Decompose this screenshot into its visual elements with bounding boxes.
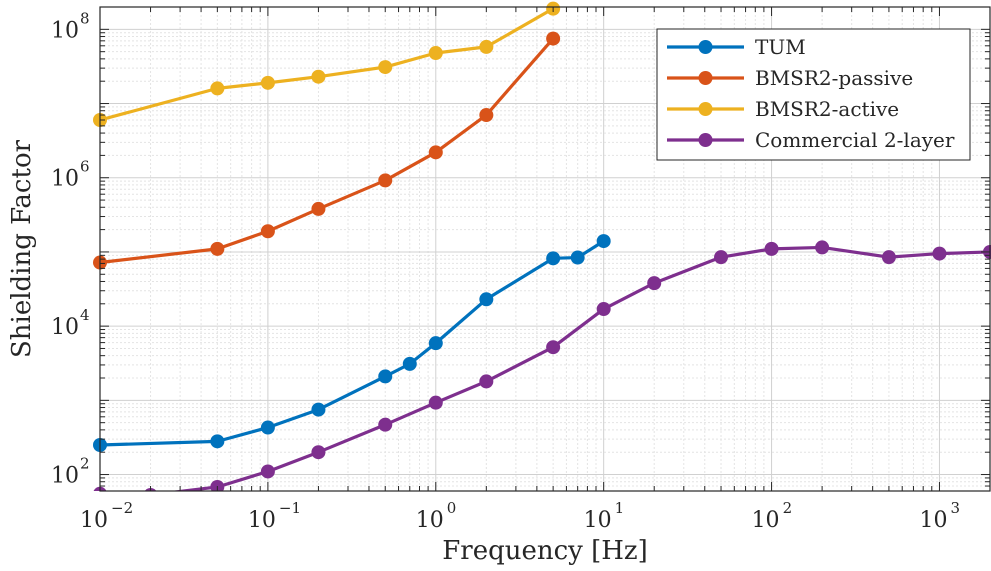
data-point	[479, 108, 493, 122]
x-tick-exponent: 1	[615, 499, 625, 517]
y-tick-label: 10	[51, 18, 79, 43]
data-point	[597, 234, 611, 248]
data-point	[882, 250, 896, 264]
data-point	[261, 421, 275, 435]
data-point	[546, 340, 560, 354]
data-point	[429, 396, 443, 410]
x-tick-exponent: 0	[447, 499, 457, 517]
data-point	[429, 336, 443, 350]
data-point	[378, 60, 392, 74]
data-point	[378, 418, 392, 432]
data-point	[546, 251, 560, 265]
data-point	[429, 145, 443, 159]
legend-swatch-marker	[699, 133, 713, 147]
data-point	[311, 202, 325, 216]
y-tick-label: 10	[51, 464, 79, 489]
data-point	[403, 357, 417, 371]
data-point	[429, 46, 443, 60]
x-tick-label: 10	[752, 508, 780, 533]
legend-label: BMSR2-active	[755, 97, 899, 121]
x-tick-label: 10	[919, 508, 947, 533]
data-point	[714, 250, 728, 264]
y-tick-exponent: 6	[80, 158, 90, 176]
data-point	[378, 173, 392, 187]
data-point	[210, 434, 224, 448]
data-point	[479, 40, 493, 54]
x-tick-label: 10	[416, 508, 444, 533]
data-point	[479, 374, 493, 388]
y-axis-label: Shielding Factor	[7, 139, 37, 358]
data-point	[765, 242, 779, 256]
legend: TUM BMSR2-passive BMSR2-active Commercial 2…	[657, 29, 970, 160]
x-axis-label: Frequency [Hz]	[442, 536, 648, 566]
legend-swatch-marker	[699, 71, 713, 85]
data-point	[210, 242, 224, 256]
data-point	[311, 70, 325, 84]
data-point	[261, 76, 275, 90]
legend-swatch-marker	[699, 102, 713, 116]
data-point	[932, 247, 946, 261]
x-tick-exponent: −1	[279, 499, 301, 517]
x-tick-label: 10	[248, 508, 276, 533]
x-tick-label: 10	[80, 508, 108, 533]
y-tick-exponent: 2	[80, 455, 90, 473]
data-point	[311, 445, 325, 459]
data-point	[546, 32, 560, 46]
legend-label: BMSR2-passive	[755, 66, 913, 90]
data-point	[210, 81, 224, 95]
data-point	[597, 302, 611, 316]
data-point	[261, 464, 275, 478]
x-tick-exponent: 2	[783, 499, 793, 517]
data-point	[261, 224, 275, 238]
legend-label: TUM	[755, 35, 806, 59]
data-point	[815, 240, 829, 254]
data-point	[479, 292, 493, 306]
data-point	[378, 369, 392, 383]
legend-label: Commercial 2-layer	[755, 128, 955, 152]
y-tick-label: 10	[51, 167, 79, 192]
x-tick-label: 10	[584, 508, 612, 533]
x-tick-exponent: 3	[950, 499, 960, 517]
data-point	[311, 403, 325, 417]
x-tick-exponent: −2	[111, 499, 133, 517]
legend-swatch-marker	[699, 40, 713, 54]
data-point	[647, 276, 661, 290]
y-tick-exponent: 8	[80, 9, 90, 27]
y-tick-label: 10	[51, 315, 79, 340]
data-point	[571, 251, 585, 265]
y-tick-exponent: 4	[80, 306, 90, 324]
